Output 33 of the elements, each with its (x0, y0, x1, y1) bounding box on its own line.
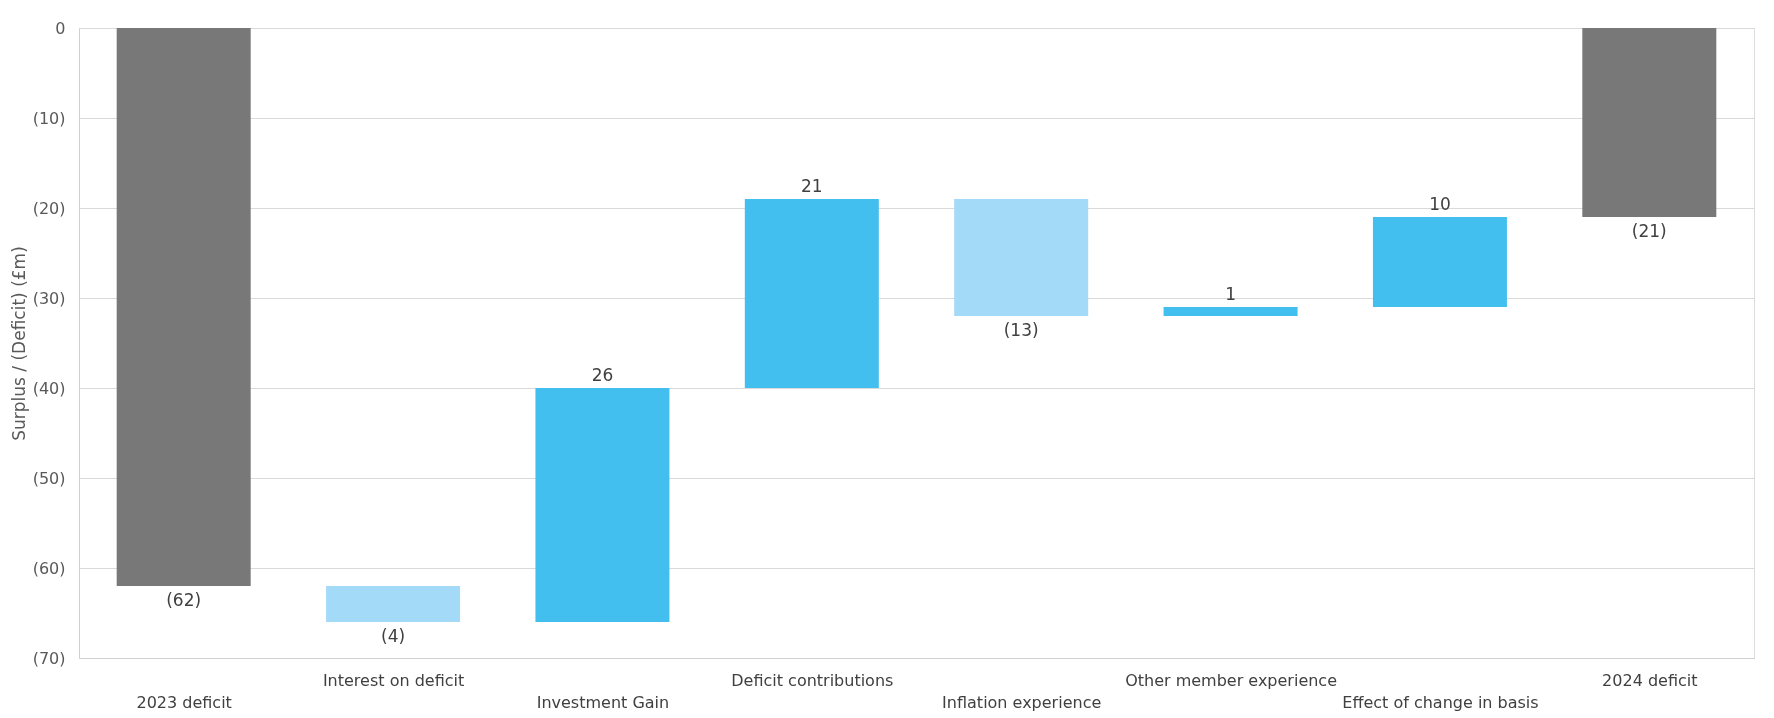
x-tick-label: Investment Gain (536, 692, 670, 712)
y-tick-label: (50) (32, 468, 66, 488)
bar (1372, 217, 1507, 307)
bar (1582, 28, 1717, 217)
x-tick-label: 2024 deficit (1602, 670, 1698, 690)
data-label: (4) (381, 626, 406, 646)
data-label: 1 (1225, 284, 1236, 304)
y-tick-label: (20) (32, 198, 66, 218)
data-label: (21) (1631, 221, 1667, 241)
y-axis-title: Surplus / (Deficit) (£m) (8, 246, 29, 441)
x-tick-label: Interest on deficit (322, 670, 465, 690)
data-label: (62) (166, 590, 202, 610)
data-label: 26 (591, 365, 614, 385)
bar (535, 388, 670, 622)
x-tick-label: 2023 deficit (136, 692, 232, 712)
x-tick-label: Other member experience (1125, 670, 1337, 690)
bar (116, 28, 251, 586)
y-tick-label: (40) (32, 378, 66, 398)
y-tick-label: (30) (32, 288, 66, 308)
x-tick-label: Effect of change in basis (1342, 692, 1539, 712)
y-tick-label: 0 (55, 18, 66, 38)
data-label: 21 (800, 176, 823, 196)
data-label: 10 (1429, 194, 1451, 214)
x-tick-label: Inflation experience (942, 692, 1102, 712)
y-tick-label: (70) (32, 648, 66, 668)
x-tick-label: Deficit contributions (731, 670, 894, 690)
bar (1163, 307, 1298, 316)
bar (744, 199, 879, 388)
y-tick-label: (10) (32, 108, 66, 128)
y-tick-label: (60) (32, 558, 66, 578)
bar (954, 199, 1089, 316)
bar (326, 586, 461, 622)
data-label: (13) (1003, 320, 1039, 340)
